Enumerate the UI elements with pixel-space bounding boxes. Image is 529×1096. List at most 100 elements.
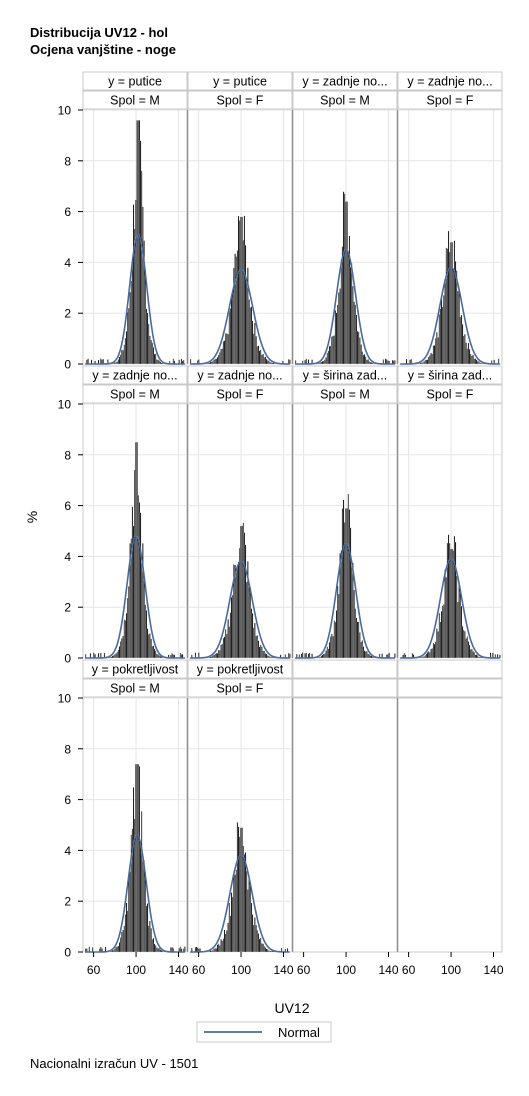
histogram-bar bbox=[325, 357, 327, 365]
histogram-bar bbox=[255, 924, 257, 953]
histogram-bar bbox=[156, 359, 158, 365]
histogram-bar bbox=[453, 240, 456, 365]
histogram-bar bbox=[263, 650, 265, 659]
histogram-bar bbox=[267, 948, 269, 953]
histogram-bar bbox=[338, 593, 340, 659]
histogram-bar bbox=[116, 651, 118, 659]
histogram-bar bbox=[246, 281, 248, 365]
panel-r0-c2: y = zadnje no... Spol = M bbox=[292, 71, 398, 365]
histogram-bar bbox=[452, 268, 454, 365]
histogram-bar bbox=[334, 310, 337, 365]
x-axis-label: UV12 bbox=[274, 1000, 309, 1016]
histogram-bar bbox=[157, 359, 159, 365]
x-tick-label: 60 bbox=[87, 963, 101, 977]
histogram-bar bbox=[431, 648, 433, 659]
histogram-bar bbox=[111, 655, 114, 659]
normal-curve bbox=[400, 558, 500, 659]
histogram-bar bbox=[152, 937, 155, 953]
histogram-bar bbox=[470, 649, 472, 659]
histogram-bar bbox=[142, 855, 144, 953]
panel-y-label: y = putice bbox=[108, 75, 162, 89]
panel-y-label: y = širina zad... bbox=[303, 369, 387, 383]
histogram-bar bbox=[432, 345, 435, 365]
histogram-bar bbox=[184, 946, 186, 953]
histogram-bar bbox=[270, 950, 272, 953]
histogram-bar bbox=[155, 650, 157, 659]
histogram-bar bbox=[358, 621, 360, 659]
histogram-bar bbox=[214, 947, 216, 953]
histogram-bar bbox=[342, 191, 345, 365]
histogram-bar bbox=[230, 295, 233, 365]
histogram-bar bbox=[126, 910, 129, 953]
histogram-bar bbox=[151, 938, 153, 953]
histogram-bar bbox=[217, 943, 220, 953]
histogram-bar bbox=[217, 649, 220, 659]
histogram-bar bbox=[239, 836, 241, 953]
histogram-bar bbox=[135, 441, 137, 659]
histogram-bar bbox=[441, 306, 444, 365]
histogram-bar bbox=[179, 946, 181, 953]
histogram-bar bbox=[160, 950, 163, 953]
histogram-bar bbox=[425, 653, 428, 659]
histogram-bar bbox=[333, 335, 335, 365]
histogram-bar bbox=[440, 294, 443, 365]
histogram-bar bbox=[331, 633, 333, 659]
panel-header-spol bbox=[397, 678, 503, 698]
histogram-bar bbox=[208, 657, 211, 659]
histogram-bar bbox=[114, 654, 116, 659]
histogram-bar bbox=[248, 299, 250, 365]
histogram-bar bbox=[335, 610, 338, 659]
panel-header-y bbox=[187, 365, 293, 385]
histogram-bar bbox=[226, 633, 228, 659]
x-tick-label: 60 bbox=[192, 963, 206, 977]
panel-spol-label: Spol = F bbox=[427, 94, 474, 108]
histogram-bar bbox=[254, 322, 256, 365]
histogram-bar bbox=[233, 874, 235, 953]
histogram-bar bbox=[112, 362, 115, 365]
x-tick-label: 140 bbox=[168, 963, 188, 977]
histogram-bar bbox=[426, 359, 429, 365]
histogram-bar bbox=[356, 330, 359, 365]
histogram-bar bbox=[215, 948, 218, 953]
panel-header-spol bbox=[292, 678, 398, 698]
histogram-bar bbox=[268, 360, 270, 365]
histogram-bar bbox=[438, 314, 440, 365]
histogram-bar bbox=[253, 333, 255, 365]
histogram-bar bbox=[332, 335, 334, 365]
panel-r0-c1: y = putice Spol = F bbox=[187, 71, 293, 365]
histogram-bar bbox=[269, 361, 271, 365]
histogram-bar bbox=[456, 270, 458, 365]
histogram-bar bbox=[499, 654, 501, 659]
histogram-bar bbox=[433, 345, 436, 365]
histogram-bar bbox=[221, 940, 223, 953]
histogram-bar bbox=[322, 653, 325, 659]
x-tick-label: 100 bbox=[336, 963, 356, 977]
histogram-bar bbox=[138, 120, 141, 365]
histogram-bar bbox=[445, 247, 447, 365]
histogram-bar bbox=[256, 635, 258, 659]
histogram-bar bbox=[239, 547, 241, 659]
normal-curve bbox=[85, 535, 185, 659]
x-tick-label: 100 bbox=[126, 963, 146, 977]
histogram-bar bbox=[434, 641, 437, 659]
histogram-bar bbox=[243, 215, 246, 365]
histogram-bar bbox=[423, 656, 425, 659]
histogram-bar bbox=[423, 361, 425, 365]
y-tick-label: 2 bbox=[64, 895, 71, 909]
histogram-bar bbox=[362, 354, 365, 365]
histogram-bar bbox=[93, 652, 95, 659]
histogram-bar bbox=[148, 925, 150, 953]
histogram-bar bbox=[249, 885, 251, 953]
histogram-bar bbox=[112, 949, 115, 953]
empty-panel-r2-c3 bbox=[397, 659, 503, 953]
histogram-bar bbox=[464, 333, 466, 365]
histogram-bar bbox=[430, 352, 432, 365]
histogram-bar bbox=[150, 638, 152, 659]
histogram-bar bbox=[210, 361, 213, 365]
histogram-bar bbox=[141, 170, 143, 365]
histogram-bar bbox=[354, 608, 356, 659]
panel-spol-label: Spol = F bbox=[217, 94, 264, 108]
panel-y-label: y = zadnje no... bbox=[92, 369, 177, 383]
histogram-bar bbox=[446, 542, 449, 659]
histogram-bar bbox=[125, 612, 128, 659]
